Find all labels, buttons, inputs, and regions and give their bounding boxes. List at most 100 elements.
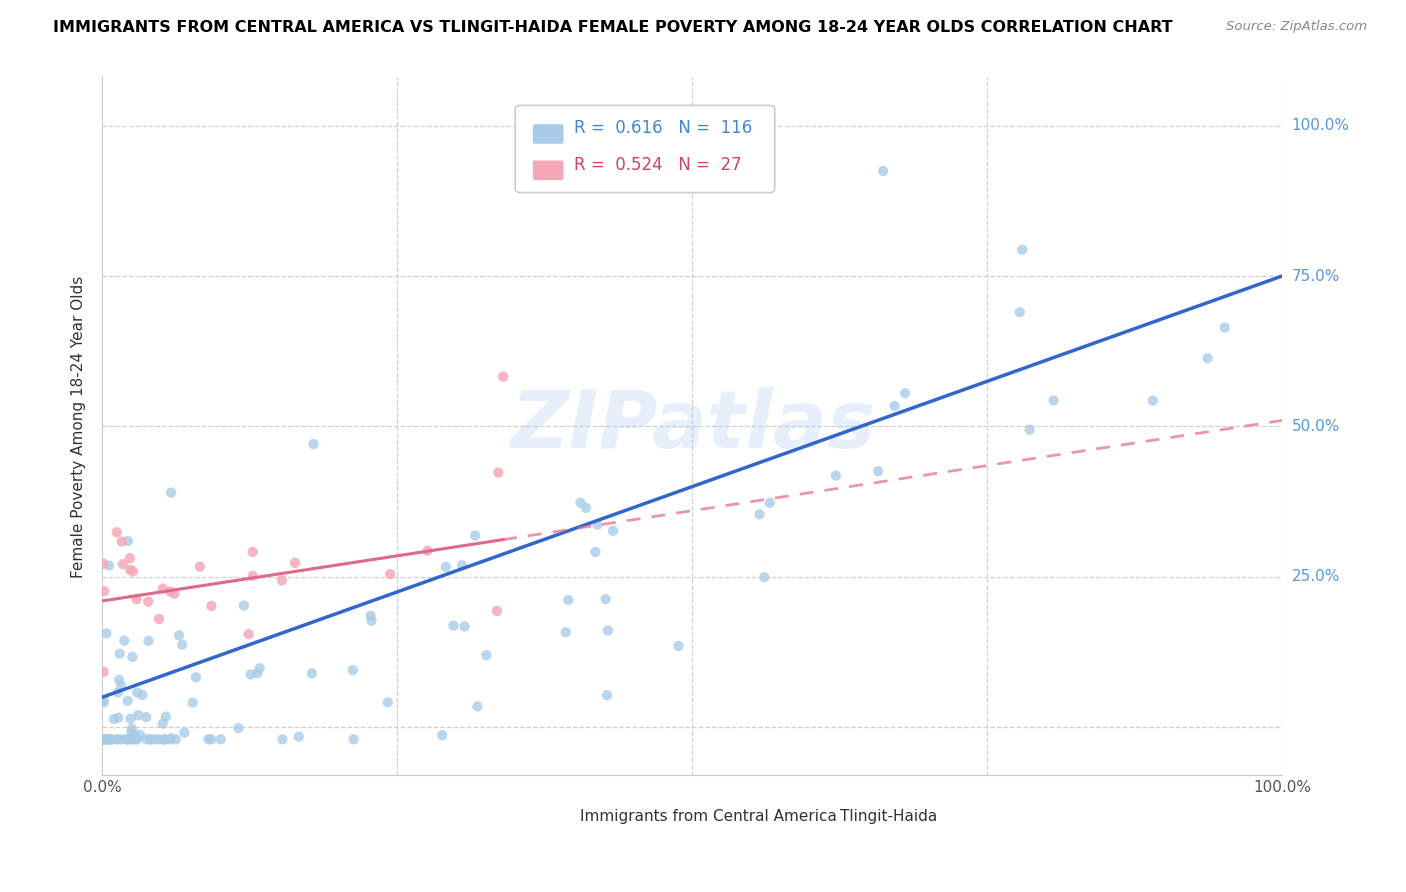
Point (129, 728, 152, 742)
Point (1142, 393, 1164, 408)
Point (148, 732, 170, 747)
Y-axis label: Female Poverty Among 18-24 Year Olds: Female Poverty Among 18-24 Year Olds (72, 276, 86, 578)
Text: ZIPatlas: ZIPatlas (509, 387, 875, 466)
Point (284, 556, 307, 570)
Point (93, 732, 115, 747)
Point (122, 727, 145, 741)
Point (302, 437, 325, 451)
Point (115, 732, 138, 747)
Point (108, 673, 131, 687)
Point (271, 732, 294, 747)
Point (98, 732, 121, 747)
Point (467, 699, 489, 714)
Point (378, 567, 401, 582)
Point (1011, 243, 1033, 257)
Point (668, 639, 690, 653)
Point (107, 732, 129, 747)
Point (270, 574, 292, 588)
Point (360, 608, 382, 623)
Point (125, 732, 148, 747)
Point (163, 587, 186, 601)
Point (434, 559, 457, 574)
Point (451, 558, 474, 573)
Point (242, 545, 264, 559)
Point (184, 670, 207, 684)
FancyBboxPatch shape (533, 124, 564, 144)
Point (153, 732, 176, 747)
Point (117, 534, 139, 549)
Point (110, 679, 132, 693)
Point (159, 732, 181, 747)
Point (117, 694, 139, 708)
Point (165, 732, 187, 747)
Point (342, 663, 364, 677)
Point (121, 649, 143, 664)
Point (824, 468, 846, 483)
Point (98, 558, 121, 573)
Point (107, 711, 129, 725)
Point (153, 732, 176, 747)
Point (575, 500, 598, 515)
Point (586, 517, 609, 532)
FancyBboxPatch shape (548, 809, 574, 824)
Point (127, 708, 149, 723)
Point (120, 732, 142, 747)
Point (759, 496, 782, 510)
Text: IMMIGRANTS FROM CENTRAL AMERICA VS TLINGIT-HAIDA FEMALE POVERTY AMONG 18-24 YEAR: IMMIGRANTS FROM CENTRAL AMERICA VS TLING… (53, 20, 1173, 35)
Point (883, 399, 905, 413)
FancyBboxPatch shape (808, 809, 834, 824)
Text: 25.0%: 25.0% (1292, 569, 1340, 584)
Point (1213, 320, 1236, 334)
Point (97, 732, 120, 747)
Point (239, 667, 262, 681)
Point (153, 732, 176, 747)
Point (557, 593, 579, 607)
Point (360, 614, 382, 628)
Point (155, 709, 177, 723)
Point (124, 732, 146, 747)
Point (100, 732, 122, 747)
Point (135, 710, 157, 724)
Point (107, 685, 129, 699)
Point (96, 626, 118, 640)
Point (475, 648, 498, 663)
Point (492, 369, 515, 384)
Point (181, 696, 204, 710)
Point (209, 732, 232, 747)
Point (1197, 351, 1219, 365)
Point (103, 712, 125, 726)
Point (377, 695, 399, 709)
Point (93, 584, 115, 599)
Point (120, 563, 142, 577)
Point (135, 732, 157, 747)
Point (93, 732, 115, 747)
Point (232, 599, 254, 613)
Point (139, 732, 162, 747)
Point (197, 732, 219, 747)
Point (98, 732, 121, 747)
Point (872, 164, 894, 178)
Point (117, 732, 139, 747)
Point (246, 666, 269, 681)
Point (110, 732, 132, 747)
Point (105, 732, 128, 747)
Point (94, 732, 117, 747)
Point (342, 732, 364, 747)
Point (111, 534, 134, 549)
Point (152, 582, 174, 596)
Point (93, 732, 115, 747)
Point (93, 695, 115, 709)
Point (602, 524, 624, 538)
Point (121, 725, 143, 739)
Point (105, 525, 128, 540)
Point (139, 732, 162, 747)
Point (464, 528, 486, 542)
Text: Tlingit-Haida: Tlingit-Haida (839, 809, 936, 824)
Point (301, 666, 323, 681)
Point (173, 725, 195, 739)
Point (1008, 305, 1031, 319)
Point (160, 731, 183, 746)
Point (148, 612, 170, 626)
Point (894, 386, 917, 401)
Text: 50.0%: 50.0% (1292, 419, 1340, 434)
